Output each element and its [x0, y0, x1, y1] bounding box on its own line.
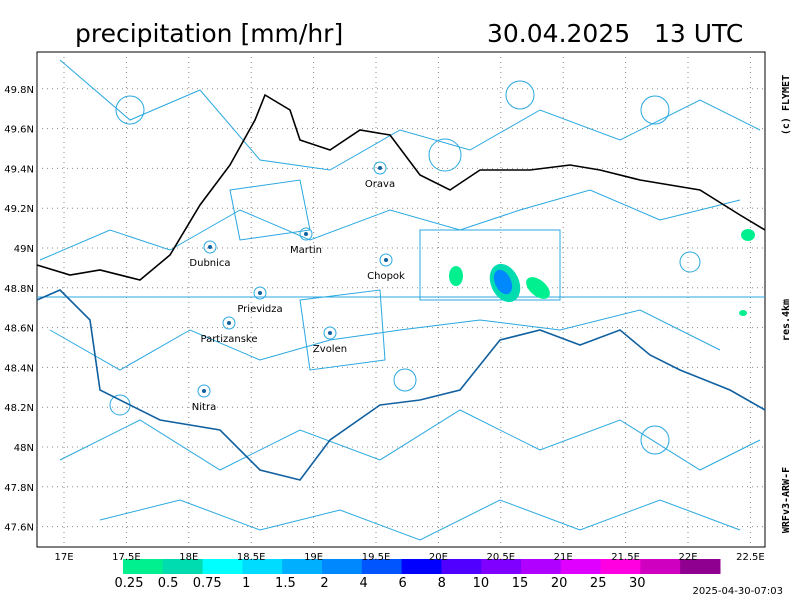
- city-dot: [208, 245, 212, 249]
- colorbar-swatch: [361, 559, 403, 574]
- copyright: (c) FLYMET: [781, 75, 792, 135]
- city-dot: [258, 291, 262, 295]
- colorbar-swatch: [242, 559, 283, 574]
- lon-label: 21.5E: [611, 552, 640, 563]
- colorbar-label: 1.5: [275, 576, 296, 591]
- lat-label: 48.6N: [4, 324, 34, 335]
- lon-label: 22E: [678, 552, 697, 563]
- colorbar-swatch: [123, 559, 164, 574]
- city-dot: [304, 232, 308, 236]
- lat-label: 49.8N: [4, 85, 34, 96]
- colorbar-label: 30: [629, 576, 646, 591]
- colorbar-swatch: [640, 559, 681, 574]
- city-ring: [299, 227, 313, 241]
- lat-label: 48.8N: [4, 284, 34, 295]
- lat-label: 47.8N: [4, 483, 34, 494]
- city-ring: [203, 240, 217, 254]
- city-label: Partizanske: [200, 334, 257, 345]
- colorbar-swatch: [322, 559, 363, 574]
- colorbar-label: 20: [551, 576, 568, 591]
- lon-label: 21E: [554, 552, 573, 563]
- city-dot: [328, 331, 332, 335]
- colorbar-label: 10: [473, 576, 490, 591]
- lon-label: 19.5E: [362, 552, 391, 563]
- lat-label: 48.4N: [4, 363, 34, 374]
- lon-label: 20E: [429, 552, 448, 563]
- lon-label: 20.5E: [487, 552, 516, 563]
- city-ring: [323, 326, 337, 340]
- city-ring: [197, 384, 211, 398]
- city-dot: [378, 166, 382, 170]
- colorbar-swatch: [600, 559, 641, 574]
- colorbar: 0.25 0.5 0.75 1 1.5 2 4 6 8 10 15 20 25 30: [115, 559, 721, 591]
- cities: Orava Dubnica Martin Chopok Prievidza Partiza…: [189, 161, 405, 413]
- city-label: Prievidza: [237, 304, 282, 315]
- lon-label: 18E: [179, 552, 198, 563]
- colorbar-swatch: [441, 559, 482, 574]
- lon-label: 22.5E: [736, 552, 765, 563]
- city-label: Orava: [365, 179, 395, 190]
- precipitation: [449, 229, 755, 316]
- roads: [37, 59, 765, 541]
- colorbar-swatch: [162, 559, 204, 574]
- colorbar-label: 4: [359, 576, 367, 591]
- colorbar-swatch: [521, 559, 562, 574]
- lat-label: 49.6N: [4, 125, 34, 136]
- river-border: [36, 289, 766, 481]
- lat-label: 49.2N: [4, 204, 34, 215]
- colorbar-swatch: [282, 559, 323, 574]
- lon-label: 18.5E: [237, 552, 266, 563]
- colorbar-swatch: [560, 559, 602, 574]
- lat-label: 49N: [14, 244, 34, 255]
- title: precipitation [mm/hr]: [75, 19, 343, 48]
- resolution: res.4km: [781, 299, 792, 341]
- city-ring: [253, 286, 267, 300]
- colorbar-label: 1: [242, 576, 250, 591]
- city-dot: [227, 321, 231, 325]
- colorbar-swatch: [401, 559, 442, 574]
- colorbar-label: 0.75: [193, 576, 222, 591]
- city-ring: [379, 253, 393, 267]
- city-label: Nitra: [192, 402, 216, 413]
- lon-label: 17E: [54, 552, 73, 563]
- generated: 2025-04-30-07:03: [692, 586, 783, 597]
- map-frame: [36, 51, 766, 548]
- colorbar-swatch: [202, 559, 243, 574]
- lat-label: 47.6N: [4, 523, 34, 534]
- city-label: Zvolen: [313, 344, 347, 355]
- colorbar-label: 2: [320, 576, 328, 591]
- colorbar-label: 25: [590, 576, 607, 591]
- lat-label: 49.4N: [4, 164, 34, 175]
- lat-label: 48.2N: [4, 403, 34, 414]
- lon-label: 17.5E: [112, 552, 141, 563]
- city-ring: [222, 316, 236, 330]
- colorbar-label: 15: [512, 576, 529, 591]
- colorbar-swatch: [481, 559, 522, 574]
- city-dot: [202, 389, 206, 393]
- lon-label: 19E: [304, 552, 323, 563]
- colorbar-label: 0.5: [158, 576, 179, 591]
- city-ring: [373, 161, 387, 175]
- lat-label: 48N: [14, 443, 34, 454]
- city-label: Martin: [290, 245, 322, 256]
- colorbar-label: 0.25: [115, 576, 144, 591]
- city-label: Dubnica: [189, 258, 230, 269]
- city-dot: [384, 258, 388, 262]
- colorbar-label: 6: [399, 576, 407, 591]
- map: Orava Dubnica Martin Chopok Prievidza Partiza…: [36, 51, 766, 548]
- border: [36, 93, 766, 281]
- colorbar-label: 8: [438, 576, 446, 591]
- model: WRFv3-ARW-F: [781, 467, 792, 533]
- city-label: Chopok: [367, 271, 405, 282]
- datetime: 30.04.2025 13 UTC: [487, 19, 743, 48]
- colorbar-swatch: [680, 559, 721, 574]
